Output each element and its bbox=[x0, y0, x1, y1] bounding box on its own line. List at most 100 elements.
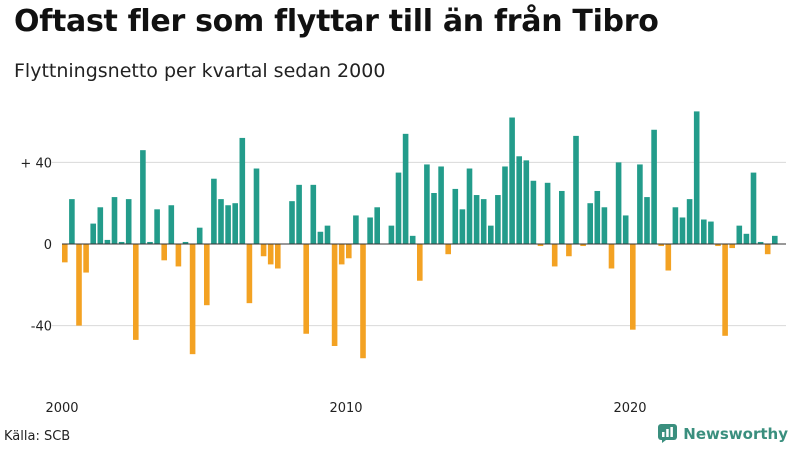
bar bbox=[97, 207, 104, 244]
bar bbox=[566, 244, 572, 257]
bar bbox=[594, 190, 601, 244]
bar bbox=[76, 244, 82, 326]
bar bbox=[658, 244, 664, 247]
bar bbox=[147, 241, 153, 244]
bar bbox=[722, 244, 728, 336]
bar bbox=[473, 195, 480, 244]
newsworthy-chart-icon bbox=[658, 424, 678, 443]
bar bbox=[395, 172, 402, 244]
bar bbox=[672, 207, 679, 244]
bar bbox=[495, 195, 501, 244]
bar bbox=[253, 168, 260, 244]
bar bbox=[530, 180, 537, 244]
bar bbox=[218, 199, 224, 244]
bar bbox=[140, 150, 146, 244]
bar bbox=[346, 244, 352, 259]
bar bbox=[246, 244, 253, 304]
bar bbox=[480, 199, 487, 244]
bar bbox=[310, 184, 317, 244]
bar bbox=[651, 129, 657, 244]
bar bbox=[239, 137, 246, 244]
bar bbox=[615, 162, 622, 244]
bar bbox=[452, 188, 459, 244]
bar bbox=[111, 197, 118, 244]
bar bbox=[764, 244, 771, 255]
bar bbox=[175, 244, 182, 267]
bar bbox=[509, 117, 515, 244]
bar bbox=[757, 241, 764, 244]
bar bbox=[693, 111, 700, 245]
bar bbox=[338, 244, 345, 265]
bar bbox=[388, 225, 395, 244]
source-note: Källa: SCB bbox=[4, 429, 71, 444]
chart-subtitle: Flyttningsnetto per kvartal sedan 2000 bbox=[14, 60, 386, 82]
bar bbox=[289, 201, 295, 244]
grid-lines bbox=[52, 161, 786, 327]
bar bbox=[260, 244, 267, 257]
bar bbox=[701, 219, 707, 244]
bar bbox=[303, 244, 309, 334]
bar bbox=[523, 160, 530, 244]
bar bbox=[772, 235, 778, 244]
bar bbox=[537, 244, 544, 247]
bar bbox=[367, 217, 373, 244]
bar bbox=[644, 197, 650, 244]
bar bbox=[267, 244, 274, 265]
bar bbox=[204, 244, 210, 306]
bar bbox=[608, 244, 615, 269]
bar bbox=[324, 225, 331, 244]
y-tick-label: -40 bbox=[31, 320, 52, 335]
bar bbox=[331, 244, 338, 346]
bar bbox=[459, 209, 466, 244]
bar bbox=[232, 203, 238, 244]
bar bbox=[374, 207, 380, 244]
bar bbox=[125, 199, 132, 244]
bar bbox=[104, 239, 111, 244]
bar bbox=[630, 244, 636, 330]
x-tick-label: 2000 bbox=[45, 401, 78, 416]
x-tick-labels: 2000 2010 2020 bbox=[45, 401, 646, 416]
bar bbox=[736, 225, 743, 244]
bar bbox=[743, 233, 750, 244]
bar bbox=[516, 156, 522, 244]
chart-title: Oftast fler som flyttar till än från Tib… bbox=[14, 4, 659, 39]
bar bbox=[90, 223, 96, 244]
bar bbox=[360, 244, 366, 359]
x-tick-label: 2020 bbox=[613, 401, 646, 416]
bar bbox=[622, 215, 629, 244]
bar bbox=[161, 244, 167, 261]
bar bbox=[665, 244, 672, 271]
bar bbox=[189, 244, 196, 355]
bar bbox=[466, 168, 473, 244]
bar bbox=[182, 241, 189, 244]
bar bbox=[587, 203, 593, 244]
y-tick-label: 0 bbox=[44, 238, 52, 253]
y-tick-labels: + 40 0 -40 bbox=[20, 156, 52, 334]
bar bbox=[409, 235, 416, 244]
bar bbox=[424, 164, 430, 244]
bar bbox=[69, 199, 75, 244]
bar bbox=[502, 166, 508, 244]
bar bbox=[275, 244, 281, 269]
bar bbox=[488, 225, 494, 244]
bar bbox=[168, 205, 175, 244]
bar bbox=[296, 184, 302, 244]
bar bbox=[225, 205, 231, 244]
bar bbox=[83, 244, 89, 273]
bar bbox=[601, 207, 608, 244]
bar bbox=[431, 193, 437, 244]
bar bbox=[679, 217, 686, 244]
bar bbox=[580, 244, 586, 247]
bar bbox=[637, 164, 643, 244]
brand-logo: Newsworthy bbox=[658, 424, 788, 443]
bar bbox=[196, 227, 203, 244]
bar bbox=[559, 190, 565, 244]
bar bbox=[317, 231, 324, 244]
bar bbox=[438, 166, 444, 244]
bar bbox=[686, 199, 693, 244]
bar bbox=[708, 221, 714, 244]
bar bbox=[573, 135, 579, 244]
bar bbox=[62, 244, 68, 263]
bar bbox=[133, 244, 139, 340]
brand-name: Newsworthy bbox=[683, 424, 788, 443]
